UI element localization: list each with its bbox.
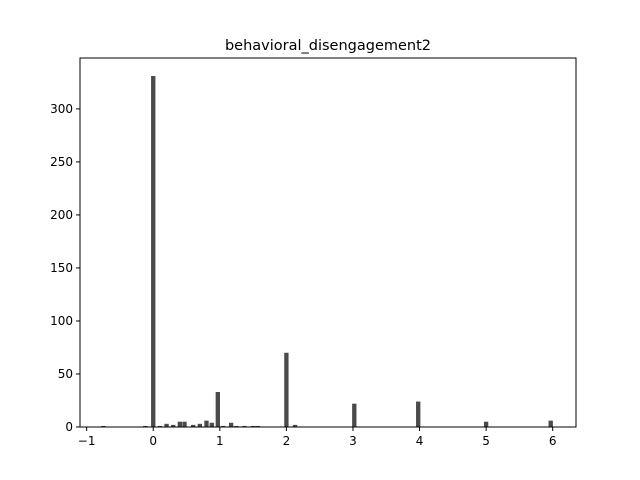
chart-title: behavioral_disengagement2 — [225, 38, 431, 54]
x-tick-label: 4 — [416, 434, 424, 448]
histogram-bar-0 — [101, 425, 106, 427]
y-tick-label: 250 — [50, 155, 73, 169]
histogram-bar-10 — [204, 420, 209, 427]
histogram-bar-17 — [250, 425, 256, 427]
histogram-bar-18 — [255, 425, 260, 427]
x-tick-label: 2 — [283, 434, 291, 448]
histogram-bar-24 — [548, 420, 553, 427]
histogram-bar-13 — [220, 425, 226, 427]
histogram-bar-22 — [416, 401, 421, 427]
y-tick-label: 150 — [50, 261, 73, 275]
y-axis-ticks: 0 50 100 150 200 250 300 — [50, 102, 80, 434]
x-tick-label: −1 — [78, 434, 96, 448]
x-tick-label: 6 — [549, 434, 557, 448]
y-tick-label: 0 — [65, 420, 73, 434]
plot-frame — [79, 57, 577, 428]
histogram-bar-15 — [234, 425, 239, 427]
y-tick-label: 300 — [50, 102, 73, 116]
y-tick-label: 200 — [50, 208, 73, 222]
histogram-bar-4 — [164, 423, 169, 427]
histogram-bar-19 — [284, 352, 289, 427]
histogram-bar-14 — [228, 422, 234, 427]
histogram-bar-6 — [177, 421, 183, 427]
histogram-bar-23 — [483, 421, 489, 427]
histogram-bar-1 — [143, 425, 148, 427]
histogram-bar-16 — [242, 425, 247, 427]
histogram-bar-11 — [209, 422, 214, 427]
histogram-bar-20 — [292, 424, 298, 427]
histogram-bar-8 — [191, 424, 196, 427]
y-tick-label: 100 — [50, 314, 73, 328]
x-tick-label: 1 — [216, 434, 224, 448]
histogram-bar-5 — [171, 424, 176, 427]
x-tick-label: 3 — [349, 434, 357, 448]
histogram-bar-21 — [352, 403, 357, 427]
x-tick-label: 5 — [482, 434, 490, 448]
histogram-bar-2 — [151, 76, 156, 427]
y-tick-label: 50 — [58, 367, 73, 381]
histogram-bar-9 — [197, 423, 203, 427]
histogram-bar-12 — [215, 392, 220, 427]
x-axis-ticks: −1 0 1 2 3 4 5 6 — [78, 427, 557, 448]
x-tick-label: 0 — [149, 434, 157, 448]
bars-layer — [101, 76, 553, 427]
histogram-bar-3 — [157, 425, 163, 427]
histogram-bar-7 — [182, 421, 187, 427]
